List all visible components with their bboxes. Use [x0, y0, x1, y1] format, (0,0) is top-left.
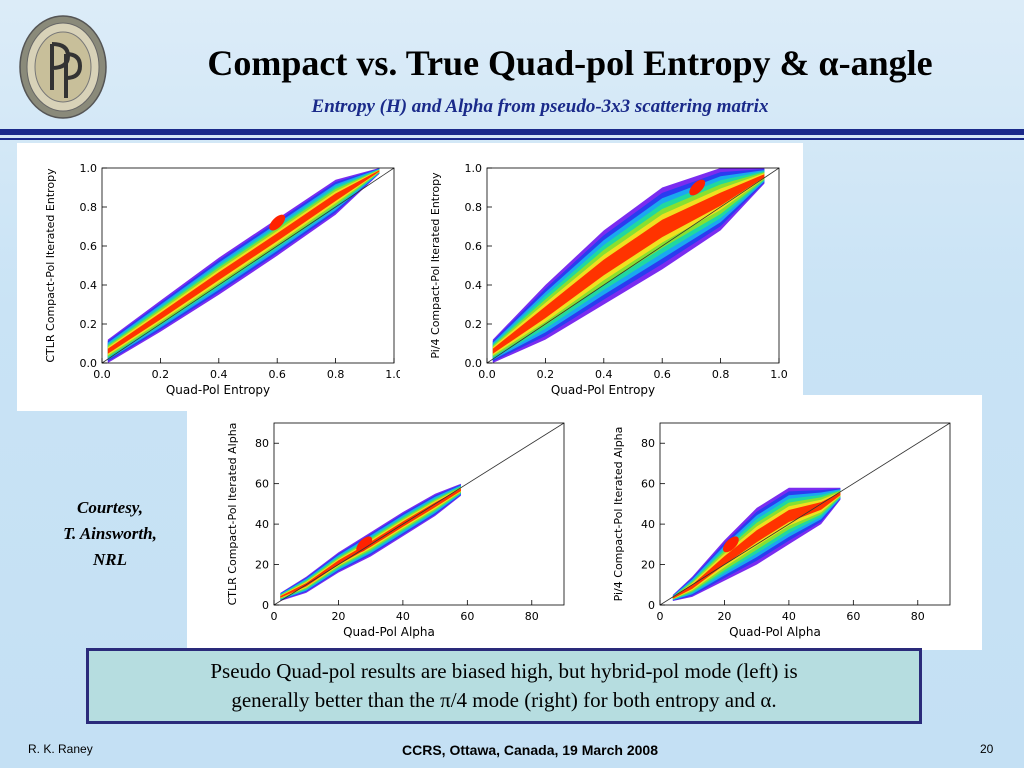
plot-frame: [101, 167, 395, 364]
plot-frame: [273, 422, 565, 606]
courtesy-credit: Courtesy, T. Ainsworth, NRL: [63, 498, 157, 569]
density-peak: [269, 214, 286, 231]
y-axis-label: CTLR Compact-Pol Iterated Entropy: [44, 168, 57, 363]
plot-frame: [486, 167, 780, 364]
x-tick-label: 60: [846, 610, 860, 623]
x-tick-label: 0.4: [595, 368, 613, 381]
y-tick-label: 80: [255, 437, 269, 450]
chart-pi4-alpha: 0 20 40 60 80 0 20 40 60 80 Quad-Pol Alpha Pi/4 Com…: [612, 422, 951, 639]
footer-author: R. K. Raney: [28, 742, 93, 756]
plot-frame: [659, 422, 951, 606]
y-tick-label: 0.4: [465, 279, 483, 292]
x-tick-label: 80: [911, 610, 925, 623]
x-tick-label: 40: [396, 610, 410, 623]
x-axis-label: Quad-Pol Entropy: [551, 383, 655, 397]
alpha-charts-panel: [187, 395, 982, 650]
university-seal-logo: [19, 15, 107, 119]
x-tick-label: 0.4: [210, 368, 228, 381]
y-tick-label: 0.2: [80, 318, 98, 331]
x-tick-label: 0.6: [268, 368, 286, 381]
footer-venue: CCRS, Ottawa, Canada, 19 March 2008: [402, 742, 658, 758]
conclusion-callout-box: Pseudo Quad-pol results are biased high,…: [86, 648, 922, 724]
y-tick-label: 0: [262, 599, 269, 612]
x-tick-label: 0.2: [152, 368, 170, 381]
x-tick-label: 20: [331, 610, 345, 623]
y-tick-label: 0.0: [80, 357, 98, 370]
y-tick-label: 40: [255, 518, 269, 531]
x-tick-label: 20: [717, 610, 731, 623]
x-tick-label: 60: [460, 610, 474, 623]
y-axis-label: Pi/4 Compact-Pol Iterated Alpha: [612, 427, 625, 602]
density-contour-level-6: [672, 492, 841, 599]
density-contour-level-6: [492, 174, 765, 354]
x-tick-label: 80: [525, 610, 539, 623]
density-peak: [689, 179, 706, 196]
y-tick-label: 0.8: [465, 201, 483, 214]
reference-line: [101, 167, 395, 364]
y-tick-label: 1.0: [80, 162, 98, 175]
chart-ctlr-alpha: 0 20 40 60 80 0 20 40 60 80 Quad-Pol Alpha CTLR Com…: [226, 422, 565, 639]
y-tick-label: 0.4: [80, 279, 98, 292]
y-tick-label: 0.6: [80, 240, 98, 253]
callout-line-2: generally better than the π/4 mode (righ…: [231, 688, 777, 712]
x-axis-label: Quad-Pol Alpha: [729, 625, 821, 639]
footer-page-number: 20: [980, 742, 994, 756]
x-tick-label: 0.0: [93, 368, 111, 381]
y-tick-label: 80: [641, 437, 655, 450]
density-peak: [722, 536, 739, 553]
x-tick-label: 0.8: [327, 368, 345, 381]
callout-line-1: Pseudo Quad-pol results are biased high,…: [210, 659, 798, 683]
y-tick-label: 1.0: [465, 162, 483, 175]
x-tick-label: 1.0: [385, 368, 400, 381]
chart-ctlr-entropy: 0.0 0.2 0.4 0.6 0.8 1.0 0.0 0.2 0.4 0.6 0.8 1.0 Quad…: [44, 162, 400, 397]
x-tick-label: 0.0: [478, 368, 496, 381]
x-tick-label: 40: [782, 610, 796, 623]
x-tick-label: 0: [271, 610, 278, 623]
y-tick-label: 0.0: [465, 357, 483, 370]
title-divider-thin: [0, 138, 1024, 140]
x-axis-label: Quad-Pol Entropy: [166, 383, 270, 397]
y-tick-label: 60: [255, 478, 269, 491]
x-tick-label: 1.0: [770, 368, 788, 381]
chart-pi4-entropy: 0.0 0.2 0.4 0.6 0.8 1.0 0.0 0.2 0.4 0.6 0.8 1.0 Quad…: [429, 162, 788, 397]
y-tick-label: 60: [641, 478, 655, 491]
density-peak: [356, 536, 373, 553]
slide-title: Compact vs. True Quad-pol Entropy & α-an…: [207, 43, 933, 83]
x-tick-label: 0.8: [712, 368, 730, 381]
y-axis-label: Pi/4 Compact-Pol Iterated Entropy: [429, 172, 442, 359]
y-axis-label: CTLR Compact-Pol Iterated Alpha: [226, 423, 239, 606]
y-tick-label: 20: [255, 559, 269, 572]
reference-line: [273, 422, 565, 606]
x-axis-label: Quad-Pol Alpha: [343, 625, 435, 639]
reference-line: [659, 422, 951, 606]
title-divider-thick: [0, 129, 1024, 135]
y-tick-label: 20: [641, 559, 655, 572]
x-tick-label: 0.2: [537, 368, 555, 381]
y-tick-label: 40: [641, 518, 655, 531]
y-tick-label: 0.2: [465, 318, 483, 331]
x-tick-label: 0.6: [653, 368, 671, 381]
y-tick-label: 0: [648, 599, 655, 612]
density-contour-level-6: [107, 170, 380, 354]
reference-line: [486, 167, 780, 364]
y-tick-label: 0.6: [465, 240, 483, 253]
slide-subtitle: Entropy (H) and Alpha from pseudo-3x3 sc…: [311, 96, 769, 117]
y-tick-label: 0.8: [80, 201, 98, 214]
alpha-symbol: α: [818, 43, 839, 83]
x-tick-label: 0: [657, 610, 664, 623]
